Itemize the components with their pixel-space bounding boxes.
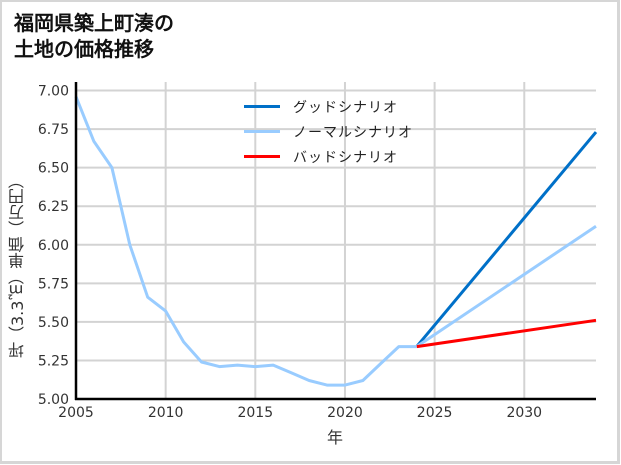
y-tick-label: 6.75 bbox=[38, 122, 69, 138]
legend-swatch-bad bbox=[244, 155, 280, 158]
chart-title: 福岡県築上町湊の 土地の価格推移 bbox=[14, 10, 174, 62]
series-line bbox=[416, 318, 597, 349]
x-tick-label: 2005 bbox=[58, 405, 94, 421]
y-tick-label: 5.25 bbox=[38, 353, 69, 369]
legend-label-normal: ノーマルシナリオ bbox=[293, 124, 413, 141]
y-tick-label: 6.00 bbox=[38, 238, 69, 254]
y-tick-label: 5.00 bbox=[38, 392, 69, 408]
chart-title-line1: 福岡県築上町湊の bbox=[14, 11, 174, 35]
x-tick-label: 2010 bbox=[148, 405, 184, 421]
y-axis-label: 坪（3.3㎡）単価（万円） bbox=[8, 172, 27, 358]
legend: グッドシナリオ ノーマルシナリオ バッドシナリオ bbox=[244, 94, 413, 169]
legend-item-good: グッドシナリオ bbox=[244, 94, 413, 119]
y-tick-label: 6.25 bbox=[38, 199, 69, 215]
series-line bbox=[415, 131, 598, 348]
legend-label-good: グッドシナリオ bbox=[293, 99, 398, 116]
legend-swatch-normal bbox=[244, 130, 280, 133]
x-axis-label: 年 bbox=[327, 428, 344, 447]
y-tick-label: 7.00 bbox=[38, 84, 69, 100]
legend-label-bad: バッドシナリオ bbox=[293, 149, 398, 166]
chart-title-line2: 土地の価格推移 bbox=[14, 37, 154, 61]
series-line bbox=[415, 224, 597, 348]
x-tick-label: 2030 bbox=[506, 405, 542, 421]
x-tick-label: 2020 bbox=[327, 405, 363, 421]
y-tick-label: 5.50 bbox=[38, 315, 69, 331]
legend-swatch-good bbox=[244, 105, 280, 108]
y-tick-label: 5.75 bbox=[38, 276, 69, 292]
x-tick-label: 2025 bbox=[417, 405, 453, 421]
y-tick-label: 6.50 bbox=[38, 161, 69, 177]
legend-item-normal: ノーマルシナリオ bbox=[244, 119, 413, 144]
legend-item-bad: バッドシナリオ bbox=[244, 144, 413, 169]
x-tick-label: 2015 bbox=[237, 405, 273, 421]
series-line bbox=[74, 96, 417, 387]
